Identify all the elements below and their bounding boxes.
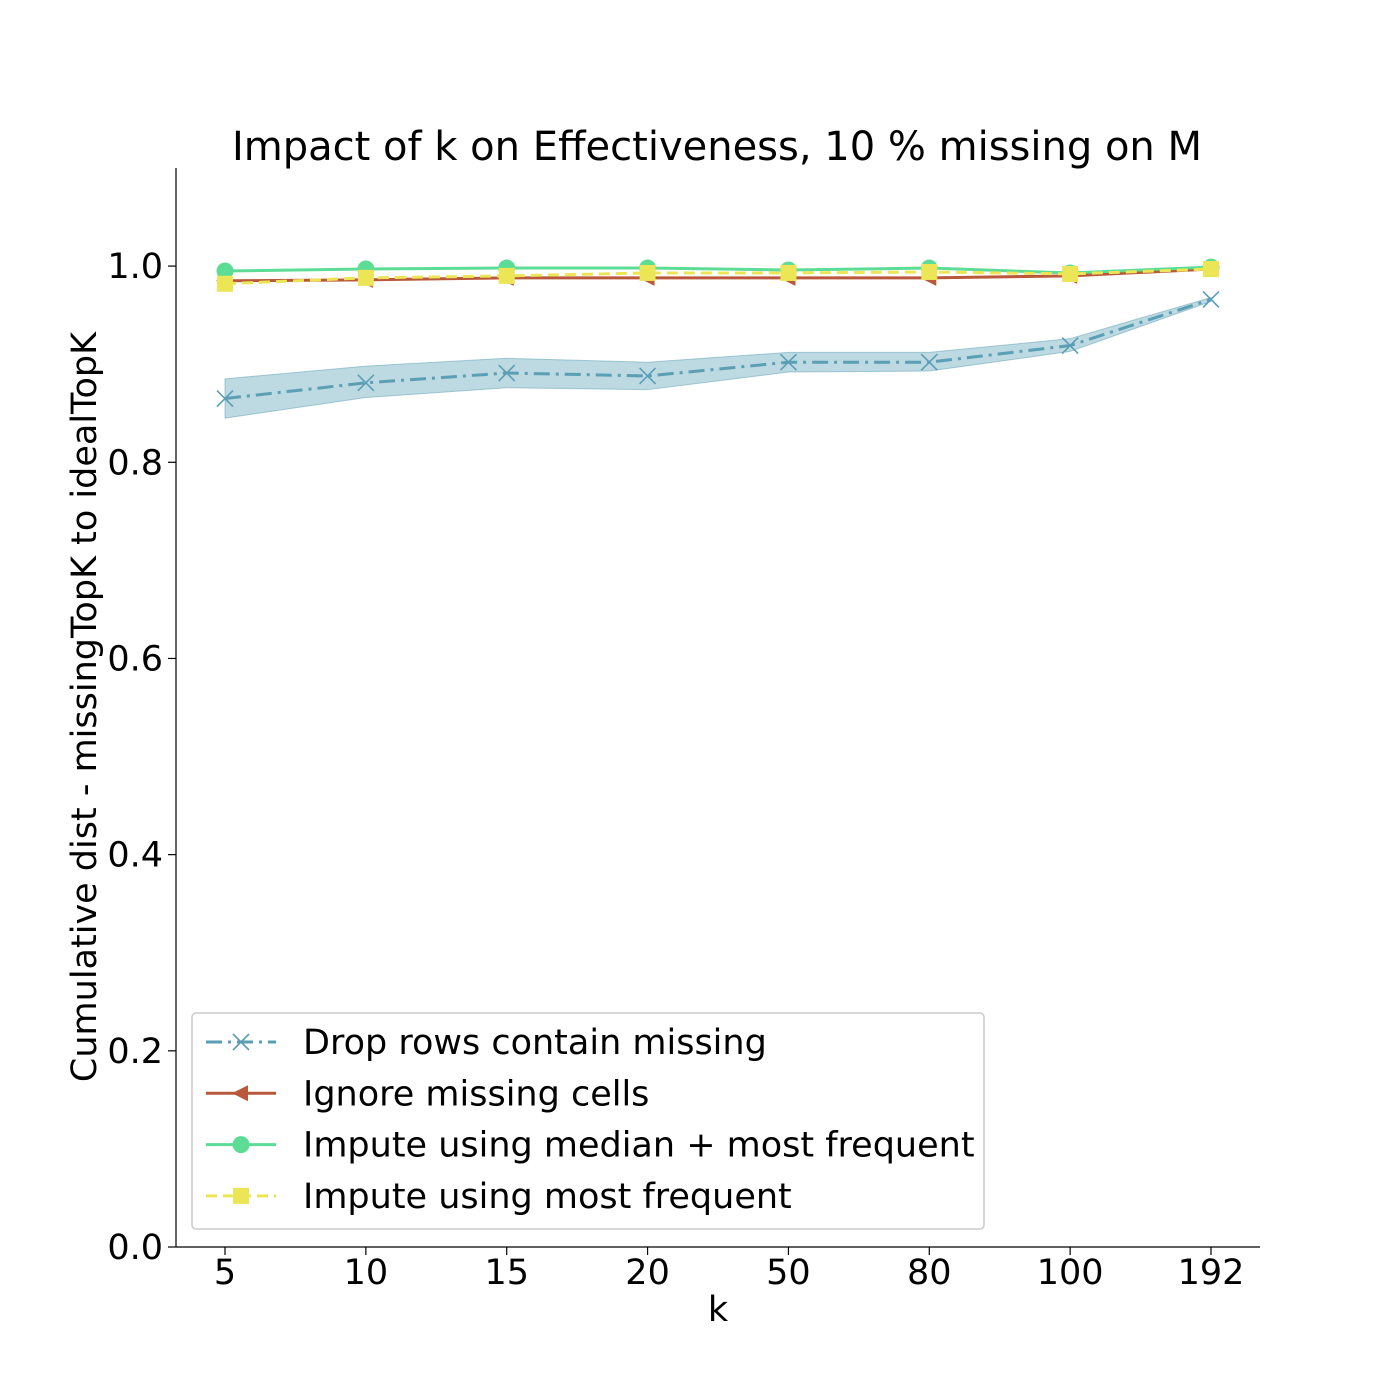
drop-rows-contain-missing-point <box>639 367 657 385</box>
y-tick-label: 0.4 <box>107 836 163 876</box>
x-tick-label: 192 <box>1178 1253 1245 1293</box>
x-tick-label: 80 <box>907 1253 952 1293</box>
drop-rows-contain-missing-point <box>920 353 938 371</box>
legend-label: Impute using median + most frequent <box>303 1126 975 1166</box>
legend-item: Impute using median + most frequent <box>206 1126 975 1166</box>
legend-label: Ignore missing cells <box>303 1074 649 1114</box>
impute-using-most-frequent-point <box>357 269 374 286</box>
y-axis-label: Cumulative dist - missingTopK to idealTo… <box>65 331 105 1082</box>
impute-using-most-frequent-line <box>224 267 1212 286</box>
legend-marker <box>233 1187 249 1204</box>
drop-rows-contain-missing-line <box>224 298 1212 401</box>
drop-rows-contain-missing-band <box>224 296 1212 419</box>
legend-marker <box>232 1136 250 1154</box>
x-tick-label: 5 <box>214 1253 236 1293</box>
legend-item: Ignore missing cells <box>206 1074 649 1114</box>
impute-using-most-frequent-point <box>498 267 515 284</box>
legend-marker <box>232 1085 248 1102</box>
drop-rows-contain-missing-point <box>498 364 516 382</box>
impute-using-most-frequent-point <box>639 264 656 281</box>
drop-rows-contain-missing-point <box>216 389 234 408</box>
impute-using-most-frequent-point <box>780 264 797 281</box>
x-tick-label: 100 <box>1037 1253 1104 1293</box>
y-tick-label: 1.0 <box>107 247 163 287</box>
drop-rows-contain-missing-point <box>779 353 797 371</box>
x-tick-label: 50 <box>766 1253 811 1293</box>
series-layer <box>216 258 1220 408</box>
y-tick-label: 0.6 <box>107 639 163 679</box>
impute-using-most-frequent-point <box>217 275 233 292</box>
impute-using-most-frequent-series <box>217 261 1219 292</box>
x-tick-label: 20 <box>625 1253 670 1293</box>
legend-label: Drop rows contain missing <box>303 1023 767 1063</box>
drop-rows-contain-missing-point <box>1202 290 1220 309</box>
drop-rows-contain-missing-series <box>216 290 1220 408</box>
x-axis-ticks: 5 10 15 20 50 80 100 192 <box>214 1247 1245 1293</box>
legend-frame <box>191 1012 985 1230</box>
impute-using-most-frequent-point <box>921 263 938 280</box>
x-tick-label: 10 <box>344 1253 389 1293</box>
confidence-band-layer <box>224 296 1212 419</box>
impute-using-most-frequent-point <box>1062 265 1079 282</box>
drop-rows-contain-missing-point <box>1061 336 1079 355</box>
y-tick-label: 0.8 <box>107 443 163 483</box>
ignore-missing-cells-line <box>224 267 1212 283</box>
legend-item: Drop rows contain missing <box>206 1023 767 1063</box>
legend-label: Impute using most frequent <box>303 1177 792 1217</box>
y-tick-label: 0.0 <box>107 1228 163 1268</box>
y-axis-ticks: 0.0 0.2 0.4 0.6 0.8 1.0 <box>107 247 176 1268</box>
legend-item: Impute using most frequent <box>206 1177 792 1217</box>
x-tick-label: 15 <box>484 1253 529 1293</box>
drop-rows-contain-missing-point <box>357 374 375 392</box>
legend: Drop rows contain missing Ignore missing … <box>191 1012 985 1230</box>
x-axis-label: k <box>708 1290 729 1330</box>
impute-using-median-most-frequent-point <box>216 262 234 280</box>
y-tick-label: 0.2 <box>107 1032 163 1072</box>
chart-title: Impact of k on Effectiveness, 10 % missi… <box>232 124 1202 170</box>
impute-using-most-frequent-point <box>1203 261 1219 278</box>
legend-marker <box>232 1033 250 1051</box>
